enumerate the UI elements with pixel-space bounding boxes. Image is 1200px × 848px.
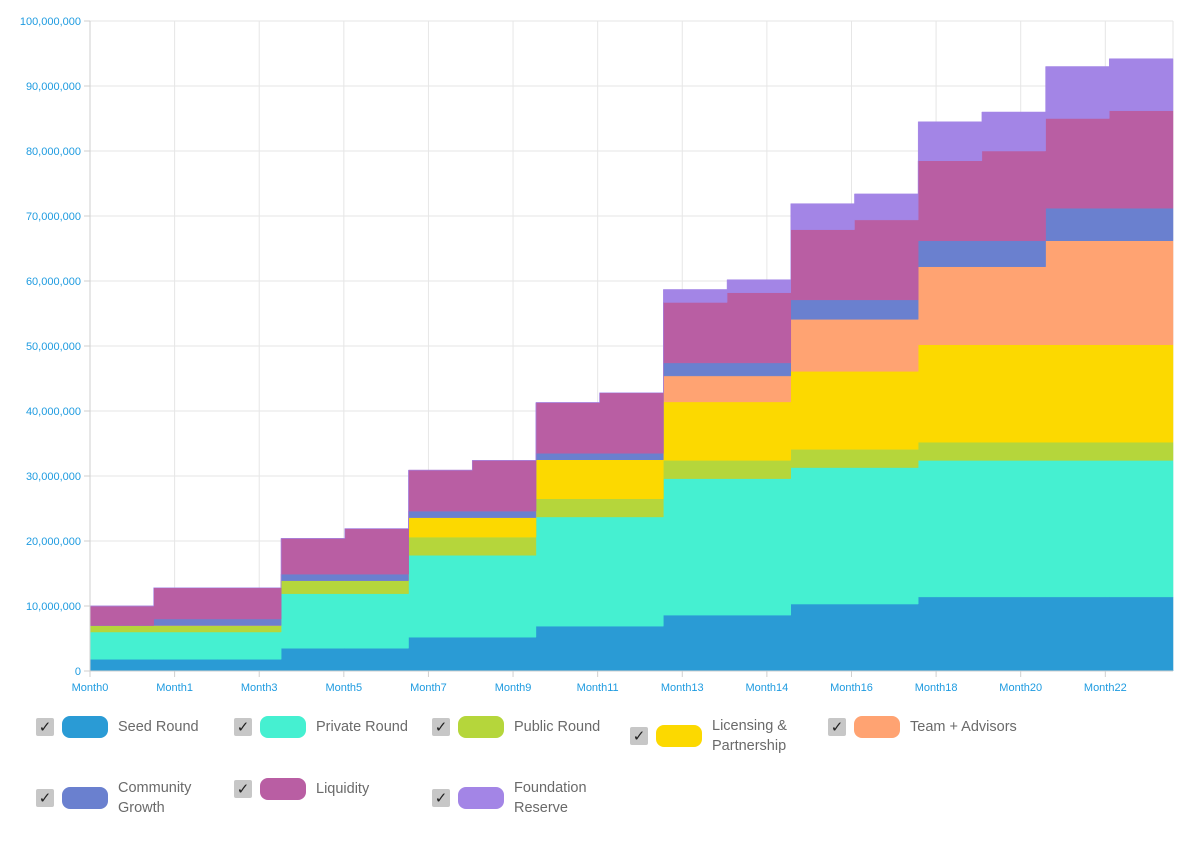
y-tick-label: 20,000,000	[26, 536, 81, 548]
legend-label: Licensing & Partnership	[712, 718, 787, 754]
x-tick-label: Month7	[410, 682, 447, 694]
y-tick-label: 0	[75, 666, 81, 678]
x-tick-label: Month20	[999, 682, 1042, 694]
legend-item-public-round[interactable]: ✓ Public Round	[432, 716, 624, 738]
legend-swatch	[458, 787, 504, 809]
legend-checkbox[interactable]: ✓	[234, 718, 252, 736]
legend-swatch	[260, 716, 306, 738]
legend-label: Foundation Reserve	[514, 780, 587, 816]
legend-label: Private Round	[316, 719, 408, 735]
legend-item-private-round[interactable]: ✓ Private Round	[234, 716, 426, 738]
y-tick-label: 100,000,000	[20, 16, 81, 28]
legend-item-liquidity[interactable]: ✓ Liquidity	[234, 778, 426, 800]
legend-swatch	[656, 725, 702, 747]
x-tick-label: Month22	[1084, 682, 1127, 694]
x-tick-label: Month16	[830, 682, 873, 694]
legend-checkbox[interactable]: ✓	[432, 718, 450, 736]
x-tick-label: Month14	[745, 682, 788, 694]
x-tick-label: Month5	[325, 682, 362, 694]
x-tick-label: Month0	[72, 682, 109, 694]
y-tick-label: 90,000,000	[26, 81, 81, 93]
legend-swatch	[260, 778, 306, 800]
legend-swatch	[854, 716, 900, 738]
x-tick-label: Month13	[661, 682, 704, 694]
legend-checkbox[interactable]: ✓	[36, 789, 54, 807]
y-tick-label: 50,000,000	[26, 341, 81, 353]
y-axis-ticks: 0 10,000,000 20,000,000 30,000,000 40,000,00…	[20, 16, 90, 678]
legend-checkbox[interactable]: ✓	[828, 718, 846, 736]
x-tick-label: Month3	[241, 682, 278, 694]
legend-label: Community Growth	[118, 780, 192, 816]
y-tick-label: 10,000,000	[26, 601, 81, 613]
legend-item-team-advisors[interactable]: ✓ Team + Advisors	[828, 716, 1020, 738]
legend-item-licensing-partnership[interactable]: ✓ Licensing & Partnership	[630, 716, 822, 756]
y-tick-label: 60,000,000	[26, 276, 81, 288]
legend-swatch	[62, 716, 108, 738]
legend-label: Seed Round	[118, 719, 199, 735]
legend-swatch	[62, 787, 108, 809]
stacked-step-area-chart: 0 10,000,000 20,000,000 30,000,000 40,000,00…	[20, 16, 1174, 694]
legend-checkbox[interactable]: ✓	[36, 718, 54, 736]
legend-item-seed-round[interactable]: ✓ Seed Round	[36, 716, 228, 738]
series-area-foundation-reserve	[90, 58, 1174, 607]
legend-label: Public Round	[514, 719, 601, 735]
x-tick-label: Month11	[577, 682, 619, 694]
legend-label: Team + Advisors	[910, 719, 1017, 735]
y-tick-label: 30,000,000	[26, 471, 81, 483]
series-areas	[89, 58, 1174, 672]
legend-swatch	[458, 716, 504, 738]
x-tick-label: Month1	[156, 682, 193, 694]
legend-item-foundation-reserve[interactable]: ✓ Foundation Reserve	[432, 778, 624, 818]
legend-checkbox[interactable]: ✓	[432, 789, 450, 807]
legend-label: Liquidity	[316, 781, 370, 797]
x-axis-ticks: Month0 Month1 Month3 Month5 Month7 Month9 Mont…	[72, 671, 1127, 694]
legend-checkbox[interactable]: ✓	[630, 727, 648, 745]
legend-checkbox[interactable]: ✓	[234, 780, 252, 798]
legend-item-community-growth[interactable]: ✓ Community Growth	[36, 778, 228, 818]
y-tick-label: 70,000,000	[26, 211, 81, 223]
x-tick-label: Month9	[495, 682, 532, 694]
y-tick-label: 80,000,000	[26, 146, 81, 158]
y-tick-label: 40,000,000	[26, 406, 81, 418]
x-tick-label: Month18	[915, 682, 958, 694]
